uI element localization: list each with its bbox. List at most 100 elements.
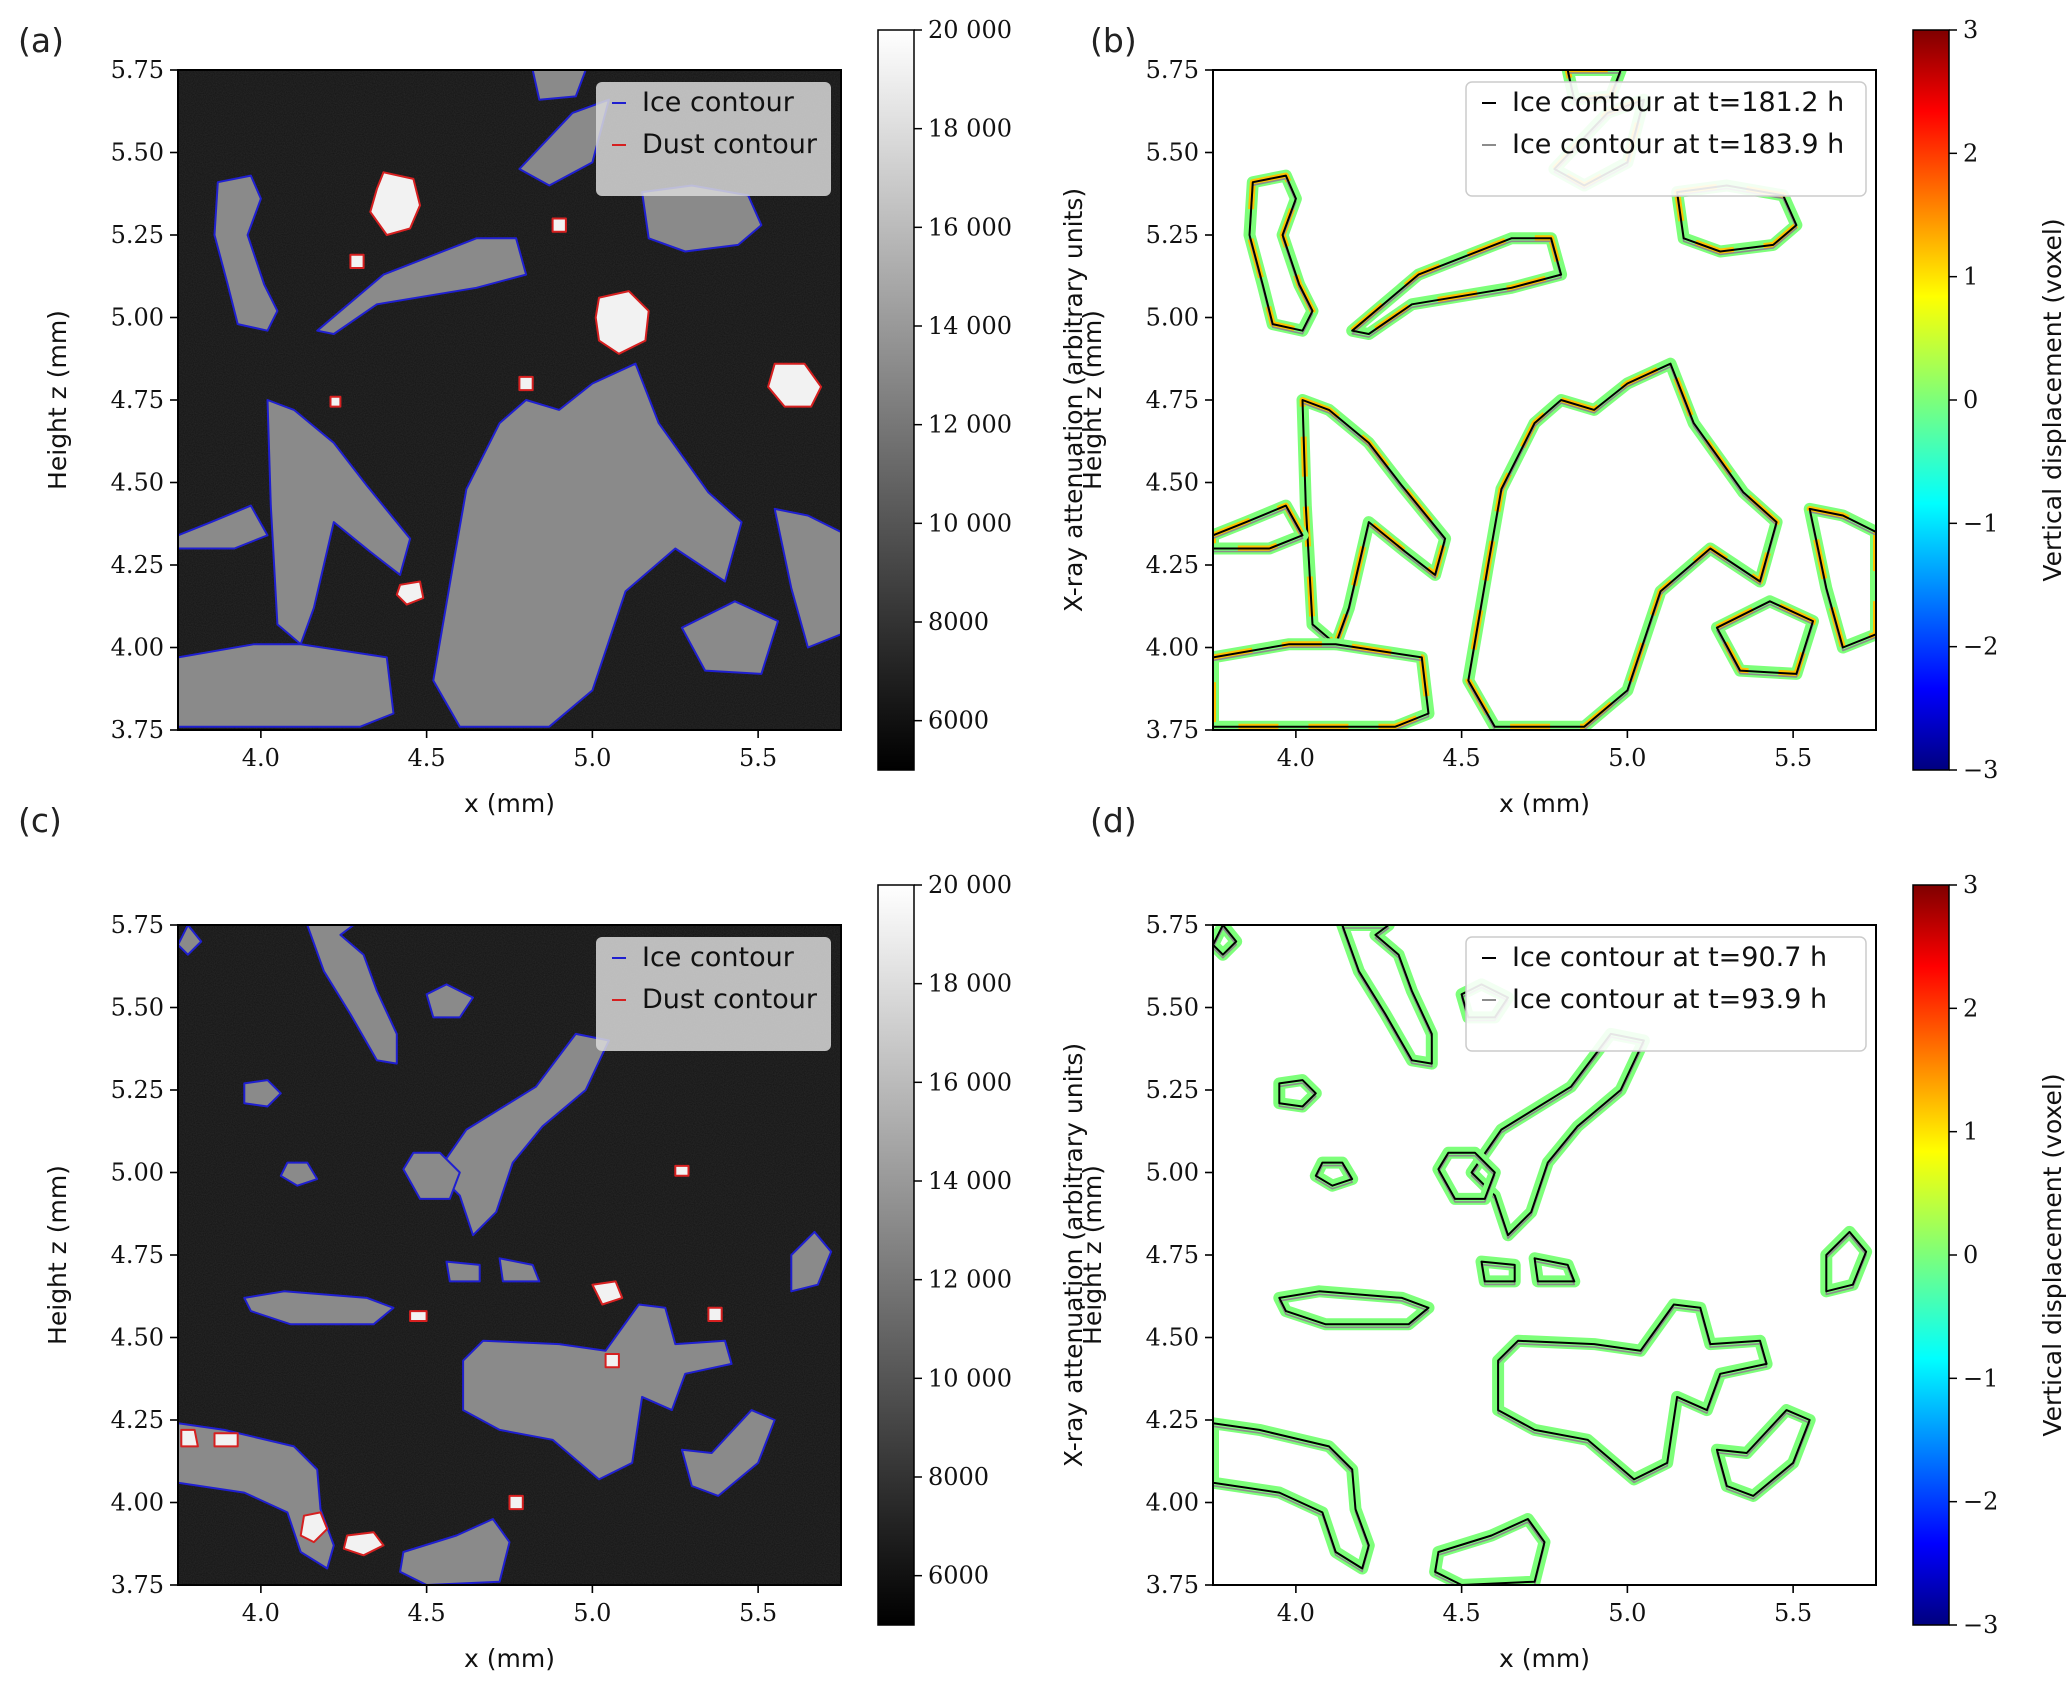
y-tick-label: 5.75 [1146, 911, 1199, 939]
ice-grain [306, 925, 398, 1065]
x-axis-label: x (mm) [1499, 789, 1590, 818]
x-tick-label: 4.5 [408, 744, 446, 772]
ice-grain [243, 1079, 282, 1108]
dust-particle [299, 1511, 329, 1544]
panel-2: 4.0 4.5 5.0 5.5 3.75 4.00 4.25 4.50 4.75 5.00 5.25… [43, 871, 1088, 1673]
ice-grain [531, 70, 587, 101]
colorbar [1912, 884, 1950, 1626]
ice-grain [178, 925, 203, 956]
colorbar-tick-label: 2 [1963, 994, 1978, 1022]
y-tick-label: 5.50 [111, 139, 164, 167]
y-tick-label: 4.25 [111, 1406, 164, 1434]
x-tick-label: 5.0 [1608, 1599, 1646, 1627]
ice-contour-t2 [1301, 402, 1446, 649]
y-tick-label: 4.75 [1146, 386, 1199, 414]
ice-contour-t2 [1213, 507, 1304, 553]
y-tick-label: 4.75 [111, 386, 164, 414]
ice-contour-t1 [1808, 507, 1876, 649]
ice-contour-t1 [1213, 1422, 1370, 1570]
ice-contour-t1 [1497, 1303, 1768, 1481]
colorbar-tick-label: 12 000 [928, 411, 1012, 439]
colorbar-tick-label: 16 000 [928, 213, 1012, 241]
colorbar-label: Vertical displacement (voxel) [2038, 1073, 2067, 1436]
ice-grain [399, 1518, 511, 1585]
ice-grain [773, 507, 841, 649]
colorbar-tick-label: −3 [1963, 1611, 1998, 1639]
x-tick-label: 5.5 [1774, 744, 1812, 772]
colorbar-tick-label: 1 [1963, 1118, 1978, 1146]
x-tick-label: 5.5 [739, 1599, 777, 1627]
y-tick-label: 5.25 [1146, 1076, 1199, 1104]
legend-label: Ice contour at t=90.7 h [1512, 942, 1827, 973]
dust-particle [213, 1432, 239, 1448]
colorbar [877, 884, 915, 1626]
y-tick-label: 5.50 [111, 994, 164, 1022]
y-tick-label: 5.00 [111, 304, 164, 332]
y-tick-label: 5.00 [1146, 304, 1199, 332]
dust-particle [329, 395, 342, 408]
ice-contour-t1 [1825, 1230, 1868, 1293]
ice-contour-t1 [1480, 1260, 1516, 1283]
dust-particle [551, 217, 567, 233]
x-tick-label: 4.0 [1277, 744, 1315, 772]
ice-grain [316, 237, 528, 335]
ice-grain [790, 1230, 833, 1293]
colorbar-tick-label: −1 [1963, 1364, 1998, 1392]
colorbar-tick-label: 6000 [928, 707, 989, 735]
ct-image [178, 925, 841, 1585]
y-tick-label: 4.75 [1146, 1241, 1199, 1269]
y-tick-label: 5.75 [111, 56, 164, 84]
ice-grain [462, 1303, 733, 1481]
ice-contour-t1 [1248, 174, 1314, 332]
ice-contour-t1 [1533, 1257, 1576, 1283]
ice-contour-t2 [1315, 1164, 1353, 1190]
x-axis-label: x (mm) [464, 1644, 555, 1673]
x-tick-label: 4.5 [1443, 1599, 1481, 1627]
dust-particle [674, 1164, 690, 1177]
y-tick-label: 4.25 [1146, 1406, 1199, 1434]
y-tick-label: 5.25 [1146, 221, 1199, 249]
dust-particle [767, 362, 823, 408]
colorbar-tick-label: −1 [1963, 509, 1998, 537]
panel-letter: (c) [18, 801, 62, 840]
y-tick-label: 3.75 [1146, 1571, 1199, 1599]
colorbar-tick-label: 20 000 [928, 16, 1012, 44]
y-tick-label: 3.75 [1146, 716, 1199, 744]
colorbar-tick-label: −3 [1963, 756, 1998, 784]
colorbar-tick-label: 1 [1963, 263, 1978, 291]
y-tick-label: 5.25 [111, 221, 164, 249]
ice-contour-t2 [1213, 927, 1237, 959]
dust-particle [594, 290, 650, 355]
ice-contour-t1 [1213, 643, 1430, 728]
dust-particle [395, 580, 425, 606]
colorbar-label: Vertical displacement (voxel) [2038, 218, 2067, 581]
x-tick-label: 4.5 [1443, 744, 1481, 772]
legend-box [1465, 81, 1867, 197]
y-tick-label: 4.75 [111, 1241, 164, 1269]
axes-frame [177, 69, 842, 731]
y-tick-label: 4.25 [1146, 551, 1199, 579]
ice-grain [213, 174, 279, 332]
ice-grain [279, 1161, 319, 1187]
colorbar-label: X-ray attenuation (arbitrary units) [1059, 1043, 1088, 1467]
y-tick-label: 4.00 [111, 634, 164, 662]
ice-contour-t1 [1715, 1409, 1811, 1497]
ice-contour-t1 [1715, 600, 1814, 675]
colorbar-tick-label: 14 000 [928, 312, 1012, 340]
legend-label: Ice contour at t=183.9 h [1512, 129, 1844, 160]
y-tick-label: 5.75 [1146, 56, 1199, 84]
legend-box [1465, 936, 1867, 1052]
panel-0: 4.0 4.5 5.0 5.5 3.75 4.00 4.25 4.50 4.75 5.00 5.25… [43, 16, 1088, 818]
dust-particle [604, 1353, 620, 1369]
ice-grain [243, 1290, 395, 1326]
ice-grain [680, 600, 779, 675]
x-tick-label: 5.0 [1608, 744, 1646, 772]
y-tick-label: 4.50 [111, 1324, 164, 1352]
y-tick-label: 3.75 [111, 1571, 164, 1599]
colorbar-tick-label: 10 000 [928, 1364, 1012, 1392]
dust-particle [349, 253, 365, 269]
colorbar-tick-label: 2 [1963, 139, 1978, 167]
y-axis-label: Height z (mm) [1078, 1165, 1107, 1345]
ice-grain [498, 1257, 541, 1283]
colorbar-tick-label: −2 [1963, 1488, 1998, 1516]
